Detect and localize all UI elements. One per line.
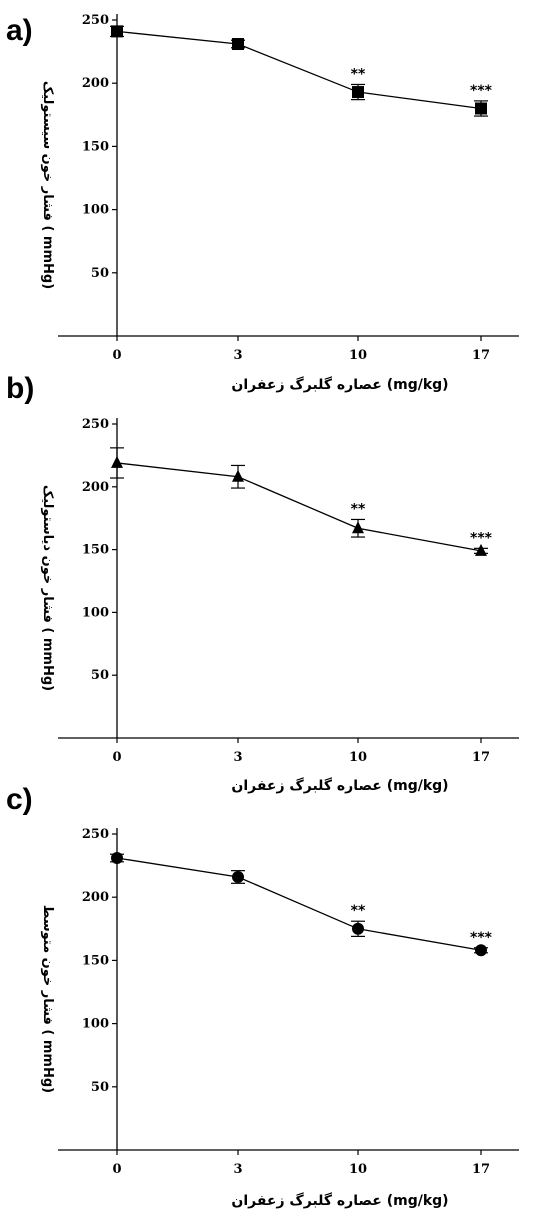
y-axis-label: فشار خون سیستولیک ( mmHg): [40, 81, 55, 289]
data-point: [475, 944, 487, 957]
chart-panel-3: c) 50 100 150 200 250 0 3 10 17 فشار خون متوسط ( m…: [6, 783, 519, 1209]
y-tick-label: 250: [82, 827, 109, 842]
chart-panel-2: b) 50 100 150 200 250 0 3 10 17 فشار خون دیاستولیک…: [6, 372, 519, 794]
x-tick-label: 17: [472, 1162, 490, 1177]
x-tick-label: 10: [349, 1162, 367, 1177]
x-tick-label: 17: [472, 750, 490, 765]
y-tick-label: 200: [82, 480, 109, 495]
y-tick-label: 150: [82, 543, 109, 558]
y-tick-label: 200: [82, 76, 109, 91]
x-tick-label: 0: [112, 1162, 121, 1177]
x-tick-label: 0: [112, 750, 121, 765]
y-tick-label: 250: [82, 13, 109, 28]
significance-label: ***: [470, 530, 493, 546]
data-point: [232, 870, 244, 883]
y-tick-label: 150: [82, 953, 109, 968]
data-point: [232, 469, 244, 482]
significance-label: ***: [470, 930, 493, 946]
data-point: [111, 25, 123, 38]
significance-label: **: [351, 66, 366, 82]
series-line: [116, 857, 482, 951]
y-tick-label: 200: [82, 890, 109, 905]
x-tick-label: 10: [349, 348, 367, 363]
y-tick-label: 150: [82, 139, 109, 154]
data-point: [352, 922, 364, 935]
significance-label: **: [351, 903, 366, 919]
data-point: [111, 455, 123, 468]
data-point: [232, 38, 244, 51]
y-tick-label: 100: [82, 1017, 109, 1032]
x-tick-label: 17: [472, 348, 490, 363]
data-point: [352, 86, 364, 99]
panel-letter: a): [6, 14, 33, 47]
x-axis-label: عصاره گلبرگ زعفران (mg/kg): [231, 777, 448, 794]
panel-letter: c): [6, 783, 33, 816]
data-point: [111, 852, 123, 865]
data-point: [352, 521, 364, 534]
y-tick-label: 100: [82, 203, 109, 218]
x-tick-label: 0: [112, 348, 121, 363]
chart-panel-1: a) 50 100 150 200 250 0 3 10 17 فشار خون سیستولیک …: [6, 13, 519, 393]
data-point: [475, 543, 487, 556]
x-tick-label: 10: [349, 750, 367, 765]
panel-letter: b): [6, 372, 34, 405]
x-tick-label: 3: [233, 1162, 242, 1177]
y-tick-label: 100: [82, 605, 109, 620]
x-axis-label: عصاره گلبرگ زعفران (mg/kg): [231, 376, 448, 393]
x-axis-label: عصاره گلبرگ زعفران (mg/kg): [231, 1192, 448, 1209]
x-tick-label: 3: [233, 750, 242, 765]
y-axis-label: فشار خون دیاستولیک ( mmHg): [40, 485, 55, 691]
series-line: [116, 462, 482, 552]
x-tick-label: 3: [233, 348, 242, 363]
series-line: [116, 30, 482, 110]
significance-label: **: [351, 501, 366, 517]
y-tick-label: 50: [91, 668, 109, 683]
y-tick-label: 50: [91, 1080, 109, 1095]
significance-label: ***: [470, 83, 493, 99]
y-tick-label: 250: [82, 417, 109, 432]
data-point: [475, 102, 487, 115]
y-tick-label: 50: [91, 266, 109, 281]
y-axis-label: فشار خون متوسط ( mmHg): [40, 905, 55, 1093]
